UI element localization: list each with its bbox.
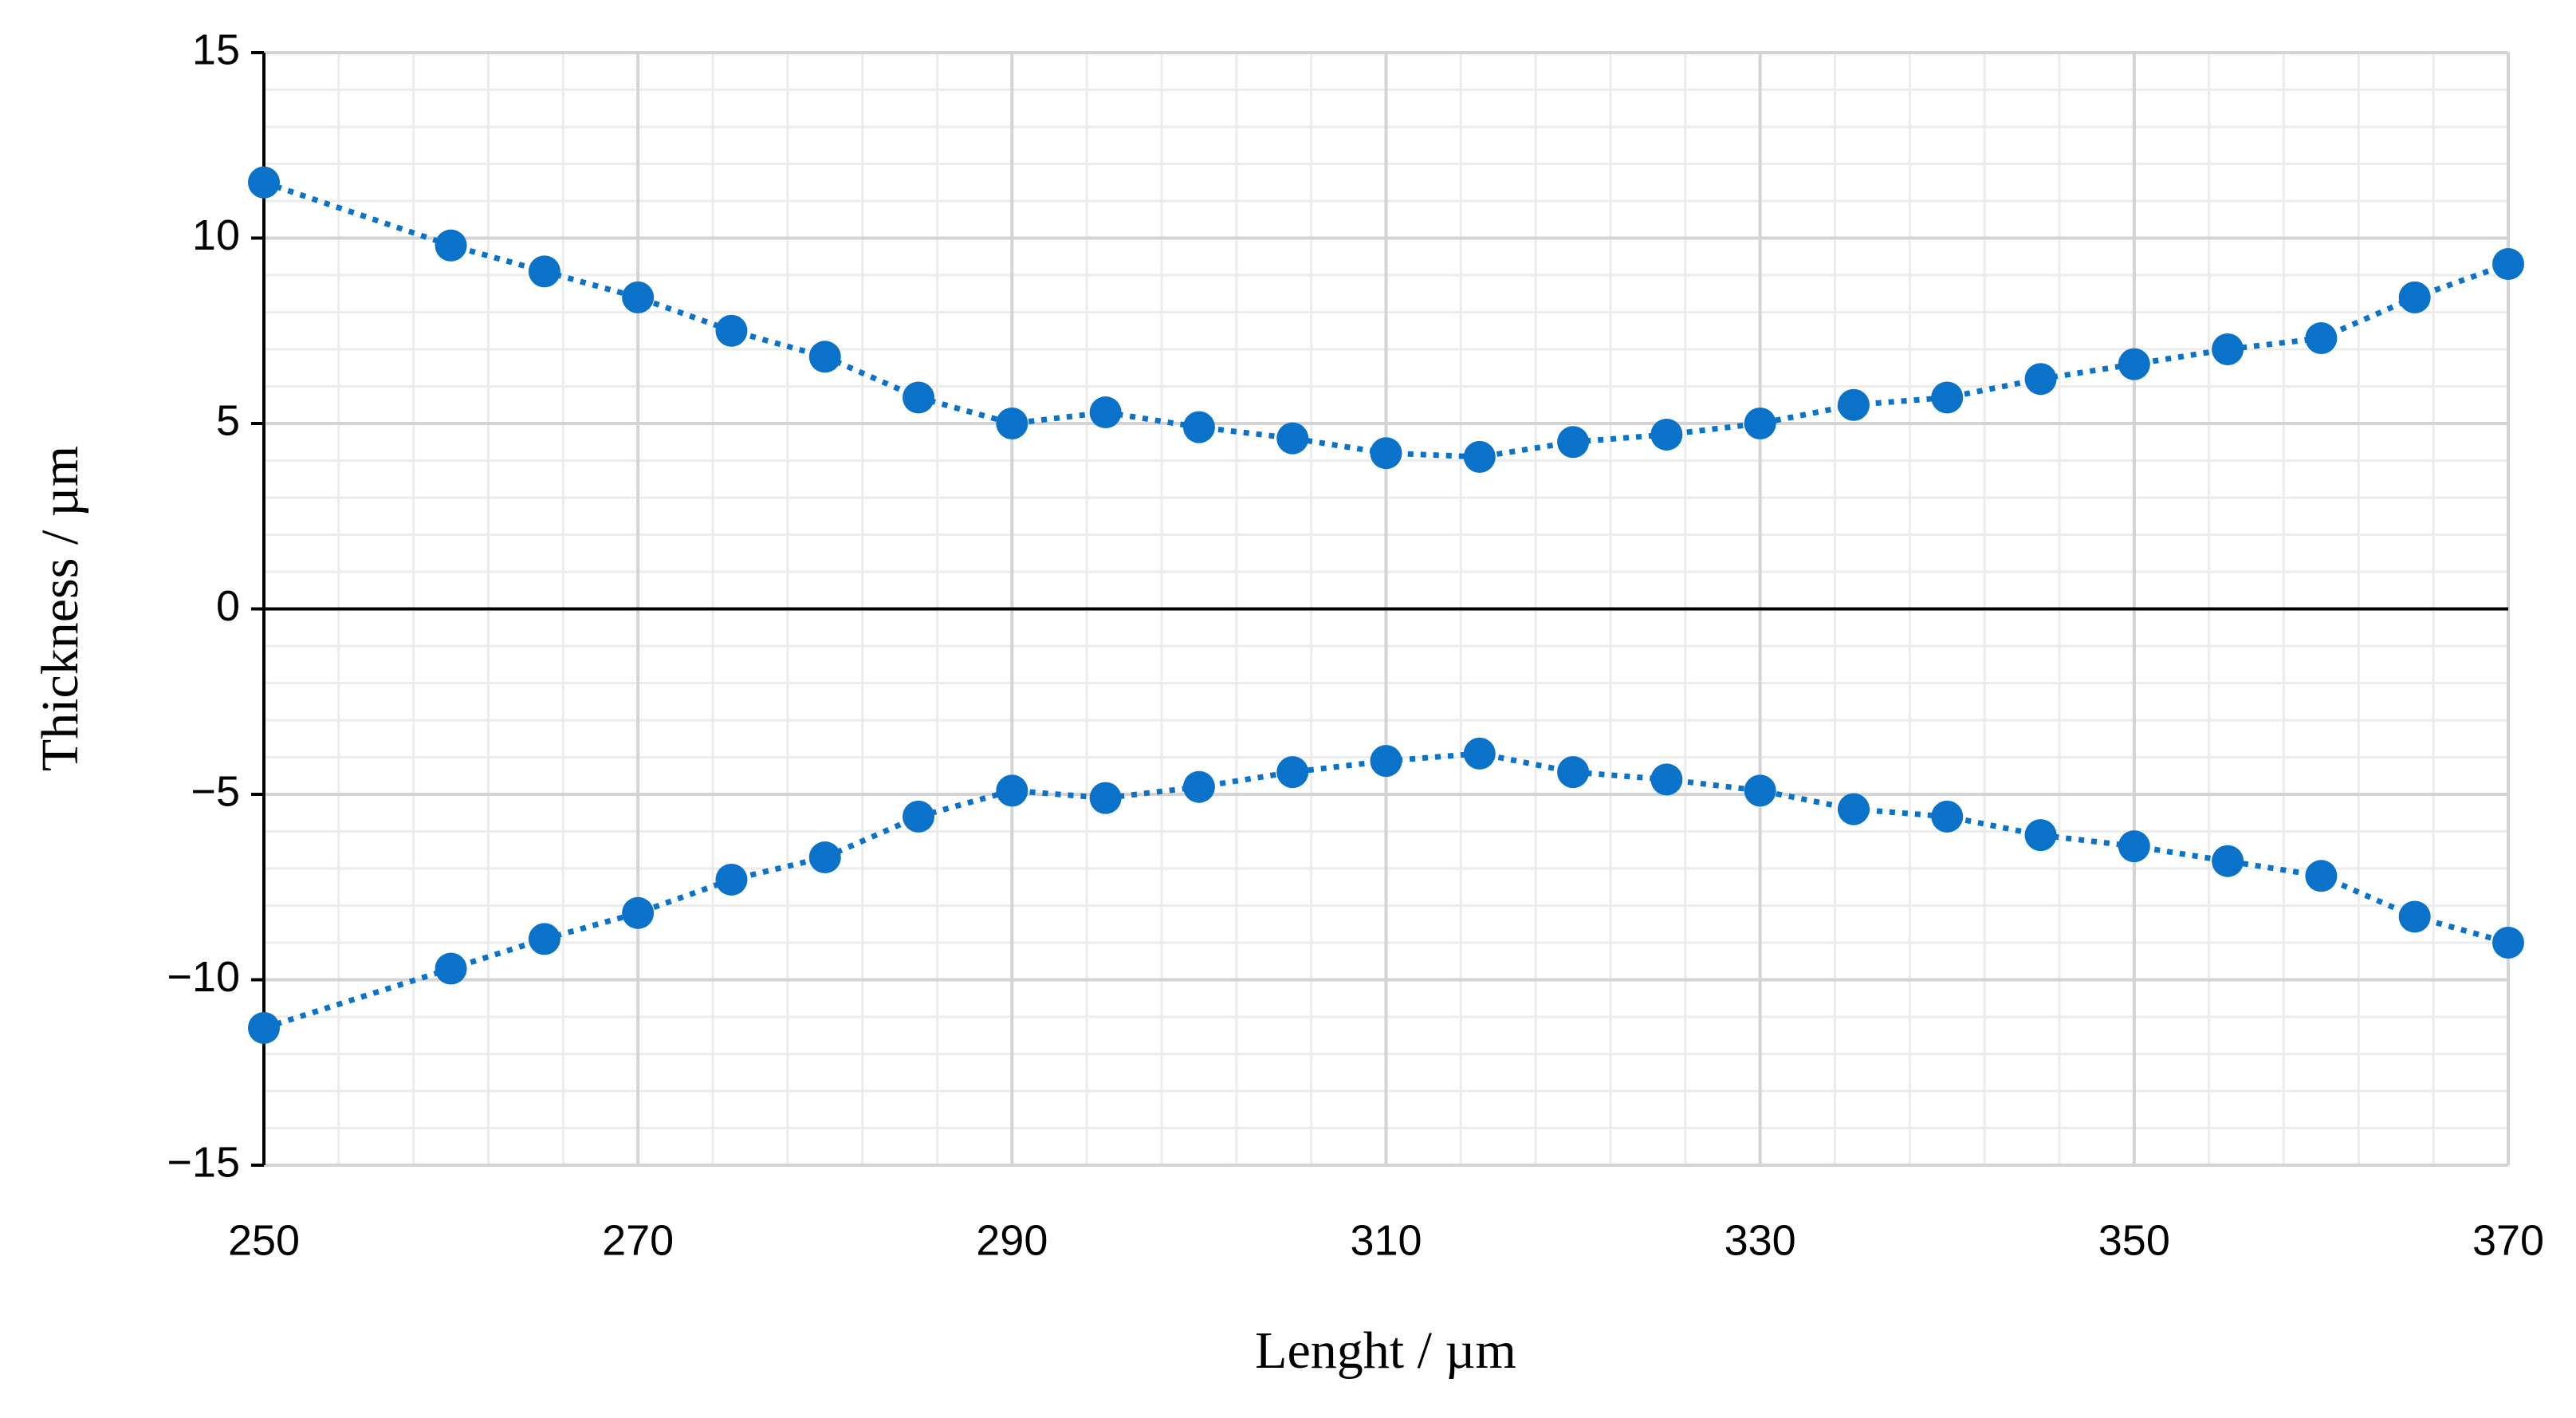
data-point: [528, 255, 560, 288]
data-point: [622, 281, 655, 313]
data-point: [2398, 281, 2431, 313]
data-point: [1463, 440, 1496, 473]
data-point: [1650, 418, 1683, 451]
y-tick-label: 15: [192, 26, 240, 73]
data-point: [1089, 782, 1122, 814]
y-tick-label: −10: [167, 953, 240, 1001]
x-tick-label: 270: [602, 1216, 674, 1264]
data-point: [435, 229, 467, 262]
data-point: [1837, 388, 1870, 421]
y-tick-label: 10: [192, 211, 240, 259]
data-point: [2212, 845, 2244, 877]
data-point: [2305, 860, 2338, 892]
data-point: [1557, 756, 1590, 789]
data-point: [1931, 381, 1964, 414]
data-point: [1931, 800, 1964, 833]
data-point: [1089, 396, 1122, 429]
data-point: [1370, 437, 1402, 470]
y-axis-title: Thickness / µm: [31, 446, 89, 771]
series-line: [262, 179, 2510, 460]
data-point: [1182, 411, 1215, 443]
x-tick-label: 290: [976, 1216, 1048, 1264]
x-tick-label: 370: [2472, 1216, 2544, 1264]
data-point: [2492, 248, 2524, 281]
x-tick-label: 330: [1725, 1216, 1796, 1264]
data-point: [435, 952, 467, 985]
y-tick-label: 5: [216, 396, 240, 444]
data-point: [1650, 763, 1683, 796]
data-point: [2024, 819, 2057, 852]
data-point: [808, 841, 841, 874]
data-point: [903, 381, 935, 414]
x-axis-title: Lenght / µm: [1255, 1321, 1516, 1380]
data-point: [1370, 745, 1402, 778]
x-tick-label: 350: [2098, 1216, 2170, 1264]
data-point: [2118, 348, 2150, 380]
data-point: [2024, 363, 2057, 396]
data-point: [808, 341, 841, 373]
data-point: [2212, 333, 2244, 365]
data-point: [248, 166, 280, 199]
data-point: [715, 863, 748, 896]
data-point: [1837, 793, 1870, 825]
y-tick-label: −15: [167, 1138, 240, 1186]
data-point: [622, 896, 655, 929]
data-point: [2492, 927, 2524, 959]
series-line: [262, 750, 2509, 1031]
data-point: [1744, 774, 1776, 807]
data-point: [996, 408, 1028, 439]
data-point: [1557, 426, 1590, 459]
data-point: [528, 923, 560, 955]
x-tick-label: 250: [228, 1216, 300, 1264]
data-point: [1276, 756, 1309, 789]
data-point: [903, 800, 935, 833]
data-point: [248, 1011, 280, 1044]
y-tick-label: 0: [216, 582, 240, 630]
data-point: [2305, 322, 2338, 355]
y-tick-label: −5: [191, 767, 240, 815]
data-point: [2398, 900, 2431, 933]
data-point: [715, 314, 748, 347]
data-point: [1463, 737, 1496, 770]
data-point: [1276, 422, 1309, 455]
data-point: [1744, 408, 1776, 439]
data-point: [1182, 770, 1215, 803]
x-tick-label: 310: [1350, 1216, 1422, 1264]
data-point: [996, 774, 1028, 807]
data-point: [2118, 830, 2150, 863]
